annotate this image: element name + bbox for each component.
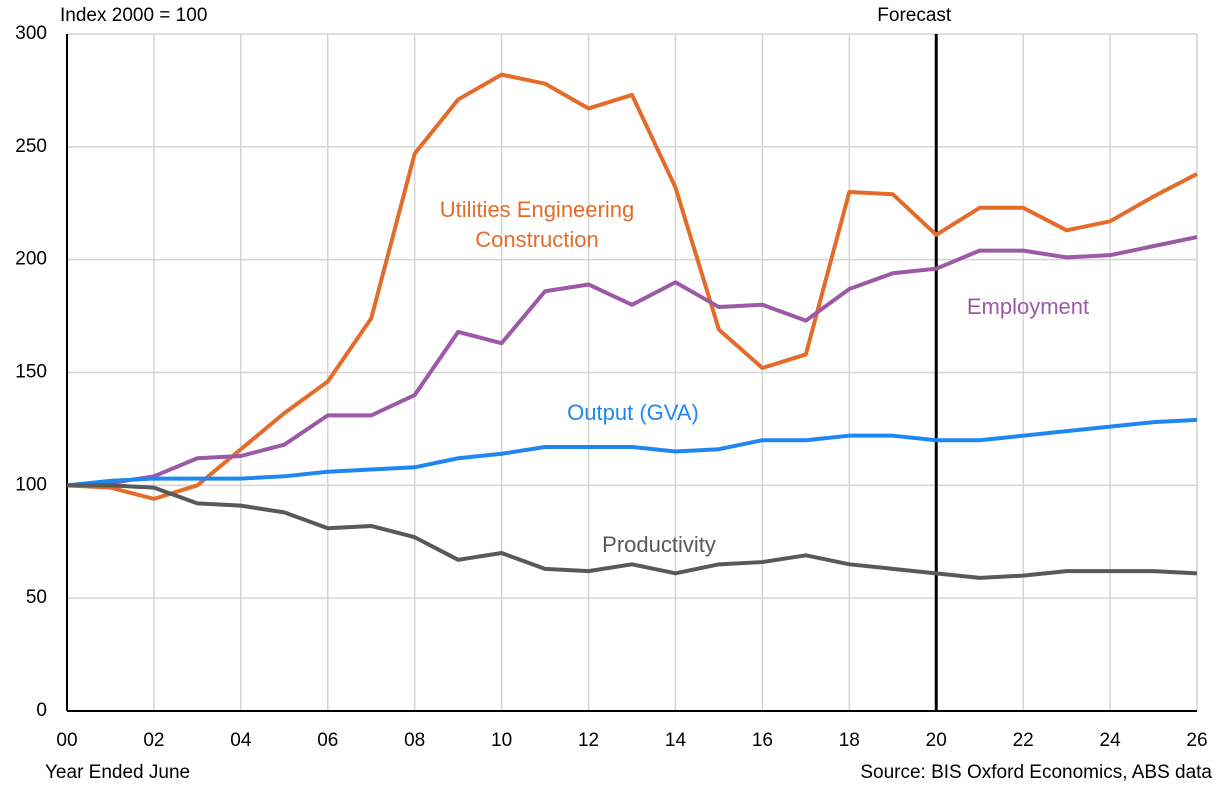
series-line xyxy=(66,235,1198,488)
x-tick-label: 02 xyxy=(143,730,164,751)
y-tick-label: 250 xyxy=(15,136,47,157)
x-tick-label: 18 xyxy=(839,730,860,751)
series-line xyxy=(67,483,1198,580)
y-tick-label: 50 xyxy=(26,587,47,608)
source: Source: BIS Oxford Economics, ABS data xyxy=(860,762,1212,783)
y-tick-label: 300 xyxy=(15,23,47,44)
x-tick-label: 06 xyxy=(317,730,338,751)
y-tick-label: 150 xyxy=(15,362,47,383)
x-tick-label: 12 xyxy=(578,730,599,751)
x-tick-label: 10 xyxy=(491,730,512,751)
x-tick-label: 22 xyxy=(1013,730,1034,751)
y-axis-label: Index 2000 = 100 xyxy=(60,5,207,26)
x-tick-label: 16 xyxy=(752,730,773,751)
series-line xyxy=(66,72,1198,501)
x-tick-label: 26 xyxy=(1186,730,1207,751)
forecast-label: Forecast xyxy=(877,5,952,26)
series-label: Productivity xyxy=(602,532,716,557)
series-label: Utilities Engineering Construction xyxy=(439,197,635,252)
x-tick-label: 04 xyxy=(230,730,252,751)
series-label: Employment xyxy=(966,294,1090,319)
series-label: Output (GVA) xyxy=(567,400,699,425)
x-tick-label: 14 xyxy=(665,730,687,751)
x-tick-label: 08 xyxy=(404,730,425,751)
series-line xyxy=(66,417,1198,488)
x-tick-label: 20 xyxy=(926,730,947,751)
y-tick-label: 100 xyxy=(15,474,47,495)
y-tick-label: 200 xyxy=(15,249,47,270)
x-axis-label: Year Ended June xyxy=(45,762,190,783)
x-tick-label: 00 xyxy=(56,730,77,751)
y-tick-label: 0 xyxy=(36,700,47,721)
x-tick-label: 24 xyxy=(1100,730,1122,751)
